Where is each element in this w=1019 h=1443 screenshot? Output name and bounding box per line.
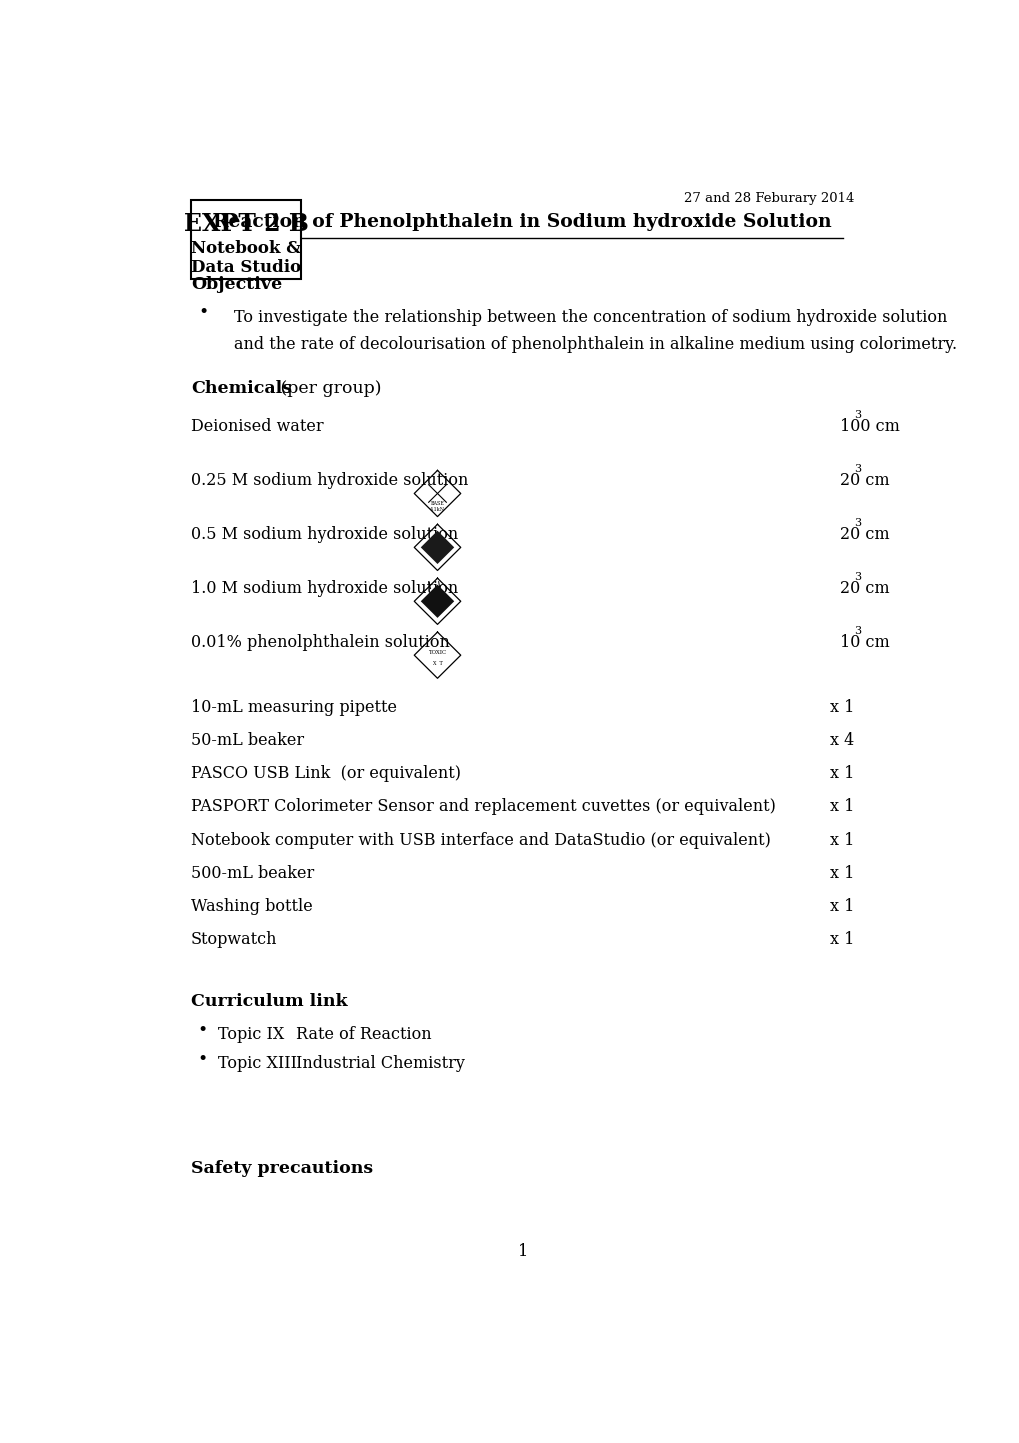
Text: 100 cm: 100 cm [840, 418, 900, 434]
Text: 0.25 M sodium hydroxide solution: 0.25 M sodium hydroxide solution [191, 472, 468, 489]
Text: To investigate the relationship between the concentration of sodium hydroxide so: To investigate the relationship between … [233, 309, 946, 326]
Text: 1: 1 [517, 1242, 528, 1260]
Text: •: • [197, 1022, 207, 1039]
Text: CORROS
IVE: CORROS IVE [428, 543, 446, 551]
Text: PASPORT Colorimeter Sensor and replacement cuvettes (or equivalent): PASPORT Colorimeter Sensor and replaceme… [191, 798, 775, 815]
Text: 20 cm: 20 cm [840, 472, 890, 489]
Text: 3: 3 [853, 571, 860, 582]
Text: Topic XIII: Topic XIII [218, 1055, 297, 1072]
Text: x 1: x 1 [829, 698, 854, 716]
Text: x 1: x 1 [829, 898, 854, 915]
Text: PASCO USB Link  (or equivalent): PASCO USB Link (or equivalent) [191, 765, 461, 782]
Text: 20 cm: 20 cm [840, 525, 890, 543]
Text: x 1: x 1 [829, 798, 854, 815]
Text: 0.5 M sodium hydroxide solution: 0.5 M sodium hydroxide solution [191, 525, 458, 543]
Text: Curriculum link: Curriculum link [191, 993, 347, 1010]
Text: x 1: x 1 [829, 864, 854, 882]
Text: 0.01% phenolphthalein solution: 0.01% phenolphthalein solution [191, 633, 449, 651]
Text: x 1: x 1 [829, 931, 854, 948]
Text: 50-mL beaker: 50-mL beaker [191, 732, 304, 749]
Text: x 1: x 1 [829, 765, 854, 782]
Text: Data Studio: Data Studio [191, 258, 301, 276]
Text: and the rate of decolourisation of phenolphthalein in alkaline medium using colo: and the rate of decolourisation of pheno… [233, 336, 956, 352]
Text: 500-mL beaker: 500-mL beaker [191, 864, 314, 882]
Text: 1.0 M sodium hydroxide solution: 1.0 M sodium hydroxide solution [191, 580, 458, 597]
Text: TOXIC: TOXIC [428, 651, 446, 655]
Text: 3: 3 [853, 518, 860, 528]
Text: 3: 3 [853, 410, 860, 420]
Polygon shape [421, 584, 453, 618]
Text: EXPT 2 B: EXPT 2 B [183, 212, 308, 237]
Text: Notebook &: Notebook & [191, 240, 301, 257]
Text: 3: 3 [853, 465, 860, 475]
Text: 20 cm: 20 cm [840, 580, 890, 597]
Text: •: • [199, 304, 209, 320]
Text: Deionised water: Deionised water [191, 418, 323, 434]
Text: x 1: x 1 [829, 831, 854, 848]
Text: 3: 3 [853, 626, 860, 636]
Text: 27 and 28 Feburary 2014: 27 and 28 Feburary 2014 [684, 192, 854, 205]
Text: Topic IX: Topic IX [218, 1026, 284, 1042]
Text: Safety precautions: Safety precautions [191, 1160, 373, 1176]
Text: •: • [197, 1051, 207, 1068]
FancyBboxPatch shape [191, 201, 301, 278]
Text: Chemicals: Chemicals [191, 380, 291, 397]
Text: 10-mL measuring pipette: 10-mL measuring pipette [191, 698, 396, 716]
Text: Reaction of Phenolphthalein in Sodium hydroxide Solution: Reaction of Phenolphthalein in Sodium hy… [213, 214, 832, 231]
Text: 10 cm: 10 cm [840, 633, 890, 651]
Text: Washing bottle: Washing bottle [191, 898, 313, 915]
Text: BASE
4.1kN: BASE 4.1kN [430, 502, 444, 512]
Text: x 4: x 4 [829, 732, 854, 749]
Polygon shape [421, 531, 453, 564]
Text: Stopwatch: Stopwatch [191, 931, 277, 948]
Text: Rate of Reaction: Rate of Reaction [296, 1026, 431, 1042]
Text: Industrial Chemistry: Industrial Chemistry [296, 1055, 464, 1072]
Text: (per group): (per group) [274, 380, 381, 397]
Text: Objective: Objective [191, 277, 282, 293]
Text: X  T: X T [432, 661, 442, 667]
Text: Notebook computer with USB interface and DataStudio (or equivalent): Notebook computer with USB interface and… [191, 831, 770, 848]
